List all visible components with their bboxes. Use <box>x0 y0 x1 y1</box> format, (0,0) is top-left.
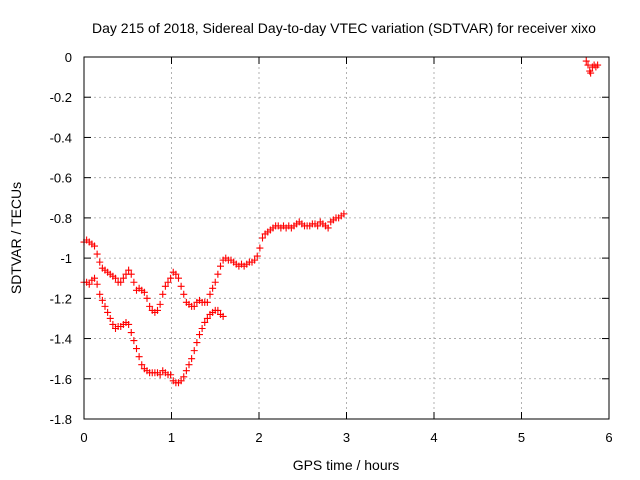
data-series-3 <box>582 57 602 77</box>
data-point <box>177 282 185 290</box>
data-point <box>161 282 169 290</box>
data-point <box>214 270 222 278</box>
data-point <box>177 377 185 385</box>
data-point <box>251 256 259 264</box>
data-point <box>106 314 114 322</box>
data-point <box>101 302 109 310</box>
x-tick-label: 4 <box>430 430 437 445</box>
x-tick-label: 5 <box>518 430 525 445</box>
data-point <box>135 353 143 361</box>
data-series-2 <box>80 274 227 387</box>
data-point <box>193 339 201 347</box>
y-tick-label: 0 <box>65 50 72 65</box>
x-tick-label: 0 <box>80 430 87 445</box>
y-tick-label: -1.2 <box>50 291 72 306</box>
data-point <box>104 308 112 316</box>
data-point <box>188 355 196 363</box>
data-point <box>584 61 592 69</box>
data-point <box>93 280 101 288</box>
y-tick-label: -1.4 <box>50 332 72 347</box>
data-point <box>127 329 135 337</box>
data-point <box>167 274 175 282</box>
data-point <box>119 274 127 282</box>
data-point <box>125 266 133 274</box>
data-point <box>214 306 222 314</box>
data-point <box>143 294 151 302</box>
data-point <box>117 278 125 286</box>
data-point <box>130 278 138 286</box>
axis-ticks: 0 -0.2 -0.4 -0.6 -0.8 -1 -1.2 -1.4 -1.6 -1.8 0 1 2 3 4… <box>50 50 613 445</box>
data-point <box>324 224 332 232</box>
y-tick-label: -0.8 <box>50 211 72 226</box>
y-tick-label: -1.6 <box>50 372 72 387</box>
data-point <box>259 234 266 242</box>
data-point <box>98 296 106 304</box>
data-point <box>185 361 193 369</box>
data-point <box>594 61 602 69</box>
data-point <box>190 302 198 310</box>
data-point <box>217 262 224 270</box>
data-point <box>203 298 211 306</box>
data-point <box>209 284 217 292</box>
data-point <box>156 300 164 308</box>
data-point <box>154 306 161 314</box>
data-point <box>96 290 104 298</box>
data-point <box>182 367 190 375</box>
data-point <box>190 347 198 355</box>
data-point <box>211 278 219 286</box>
x-axis-label: GPS time / hours <box>293 457 400 473</box>
y-axis-label: SDTVAR / TECUs <box>8 182 24 294</box>
data-point <box>172 270 180 278</box>
data-point <box>140 288 148 296</box>
data-point <box>203 314 211 322</box>
grid <box>84 57 609 419</box>
x-tick-label: 1 <box>168 430 175 445</box>
data-point <box>256 244 264 252</box>
chart-title: Day 215 of 2018, Sidereal Day-to-day VTE… <box>92 20 596 36</box>
data-point <box>340 210 348 218</box>
data-point <box>93 250 101 258</box>
data-point <box>159 290 167 298</box>
data-point <box>201 318 209 326</box>
data-point <box>253 252 261 260</box>
data-point <box>198 325 206 332</box>
data-point <box>130 337 138 345</box>
data-series-1 <box>80 210 348 316</box>
data-point <box>146 302 154 310</box>
data-point <box>96 258 104 266</box>
data-point <box>91 274 98 282</box>
data-point <box>180 373 188 381</box>
data-point <box>91 242 98 250</box>
y-tick-label: -0.6 <box>50 171 72 186</box>
data-point <box>196 331 203 339</box>
plot-frame <box>83 56 610 420</box>
data-point <box>164 278 172 286</box>
data-point <box>133 345 140 353</box>
y-tick-label: -1.8 <box>50 412 72 427</box>
data-point <box>219 312 227 320</box>
data-point <box>85 280 93 288</box>
y-tick-label: -1 <box>60 251 72 266</box>
data-point <box>206 290 214 298</box>
data-point <box>138 361 146 369</box>
data-point <box>109 320 117 328</box>
data-point <box>112 274 119 282</box>
y-tick-label: -0.2 <box>50 90 72 105</box>
x-tick-label: 2 <box>255 430 262 445</box>
data-point <box>125 320 133 328</box>
y-tick-label: -0.4 <box>50 130 72 145</box>
x-tick-label: 3 <box>343 430 350 445</box>
data-point <box>175 274 182 282</box>
data-point <box>314 222 322 230</box>
x-tick-label: 6 <box>605 430 612 445</box>
data-point <box>180 290 188 298</box>
data-point <box>587 69 595 77</box>
data-point <box>156 371 164 379</box>
data-points <box>80 57 602 387</box>
data-point <box>167 371 175 379</box>
data-point <box>127 270 135 278</box>
data-point <box>582 57 590 65</box>
